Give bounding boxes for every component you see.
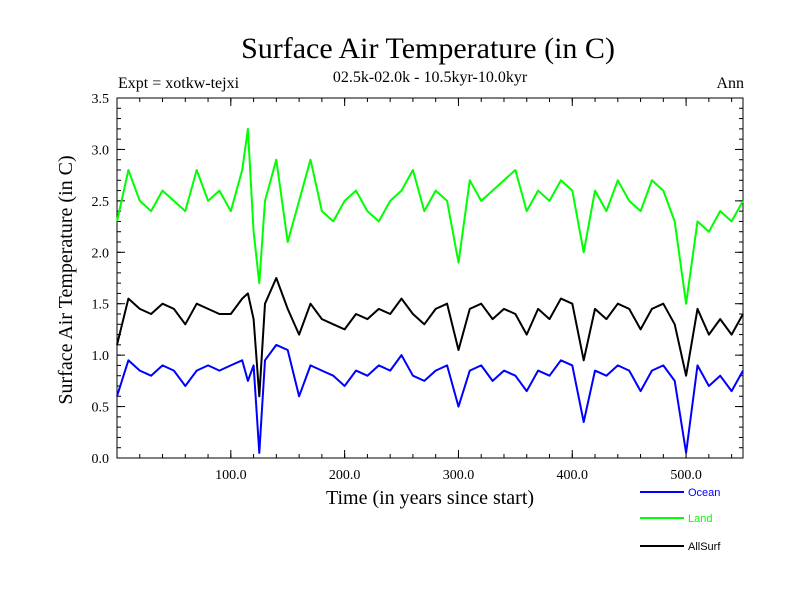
plot-frame xyxy=(116,97,744,459)
y-tick-label: 3.0 xyxy=(92,143,110,158)
ticks-layer: 0.0 0.5 1.0 1.5 2.0 2.5 3.0 3.5 100.0 200.0 300.0 4… xyxy=(92,92,743,483)
x-tick-label: 300.0 xyxy=(443,468,475,483)
x-axis-label: Time (in years since start) xyxy=(326,487,534,509)
x-tick-label: 100.0 xyxy=(215,468,247,483)
x-tick-label: 200.0 xyxy=(329,468,361,483)
y-tick-label: 1.5 xyxy=(92,298,110,313)
period-label: Ann xyxy=(716,75,744,92)
series-layer xyxy=(116,127,744,454)
y-axis-label: Surface Air Temperature (in C) xyxy=(55,155,77,404)
y-tick-label: 0.0 xyxy=(92,452,110,467)
y-tick-label: 2.5 xyxy=(92,195,110,210)
legend-label-ocean: Ocean xyxy=(688,487,720,499)
expt-label: Expt = xotkw-tejxi xyxy=(118,75,240,92)
y-tick-label: 2.0 xyxy=(92,246,110,261)
chart-title: Surface Air Temperature (in C) xyxy=(241,32,615,65)
legend-label-land: Land xyxy=(688,513,712,525)
legend: Ocean Land AllSurf xyxy=(640,487,721,553)
y-tick-label: 0.5 xyxy=(92,401,110,416)
series-line-land xyxy=(116,127,744,305)
y-tick-label: 1.0 xyxy=(92,349,110,364)
chart-subtitle: 02.5k-02.0k - 10.5kyr-10.0kyr xyxy=(333,69,528,86)
series-line-allsurf xyxy=(116,277,744,398)
x-tick-label: 500.0 xyxy=(670,468,702,483)
y-tick-label: 3.5 xyxy=(92,92,110,107)
x-tick-label: 400.0 xyxy=(557,468,589,483)
legend-label-allsurf: AllSurf xyxy=(688,541,721,553)
series-line-ocean xyxy=(116,343,744,454)
